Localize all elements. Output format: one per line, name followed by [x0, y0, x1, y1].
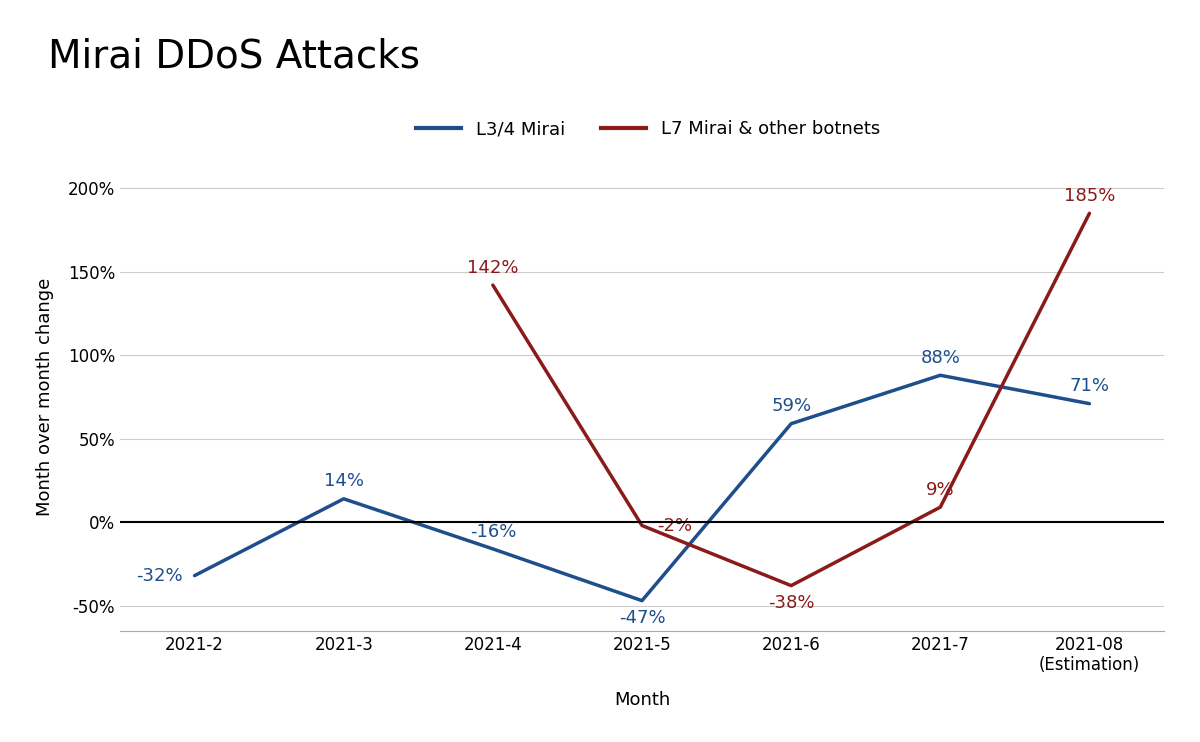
- Line: L7 Mirai & other botnets: L7 Mirai & other botnets: [493, 214, 1090, 585]
- Text: 14%: 14%: [324, 473, 364, 490]
- L3/4 Mirai: [1082, 399, 1097, 408]
- L3/4 Mirai: [784, 419, 798, 428]
- Text: 9%: 9%: [926, 481, 954, 499]
- L3/4 Mirai: [934, 371, 948, 380]
- L3/4 Mirai: [635, 597, 649, 605]
- L7 Mirai & other botnets: [1082, 209, 1097, 218]
- Text: 142%: 142%: [467, 259, 518, 277]
- Text: 88%: 88%: [920, 349, 960, 367]
- Text: Mirai DDoS Attacks: Mirai DDoS Attacks: [48, 37, 420, 75]
- L7 Mirai & other botnets: [784, 581, 798, 590]
- Text: -16%: -16%: [469, 522, 516, 540]
- Line: L3/4 Mirai: L3/4 Mirai: [194, 375, 1090, 601]
- L3/4 Mirai: [336, 494, 350, 503]
- Text: 71%: 71%: [1069, 377, 1110, 395]
- Text: -38%: -38%: [768, 594, 815, 612]
- L3/4 Mirai: [486, 545, 500, 554]
- Text: -2%: -2%: [656, 516, 692, 534]
- L7 Mirai & other botnets: [934, 503, 948, 512]
- Text: -47%: -47%: [619, 609, 665, 627]
- Text: 59%: 59%: [772, 397, 811, 416]
- Text: -32%: -32%: [136, 567, 182, 585]
- L3/4 Mirai: [187, 571, 202, 580]
- Text: 185%: 185%: [1063, 187, 1115, 205]
- Y-axis label: Month over month change: Month over month change: [36, 278, 54, 516]
- Legend: L3/4 Mirai, L7 Mirai & other botnets: L3/4 Mirai, L7 Mirai & other botnets: [416, 120, 880, 138]
- L7 Mirai & other botnets: [486, 280, 500, 289]
- L7 Mirai & other botnets: [635, 521, 649, 530]
- X-axis label: Month: Month: [614, 691, 670, 709]
